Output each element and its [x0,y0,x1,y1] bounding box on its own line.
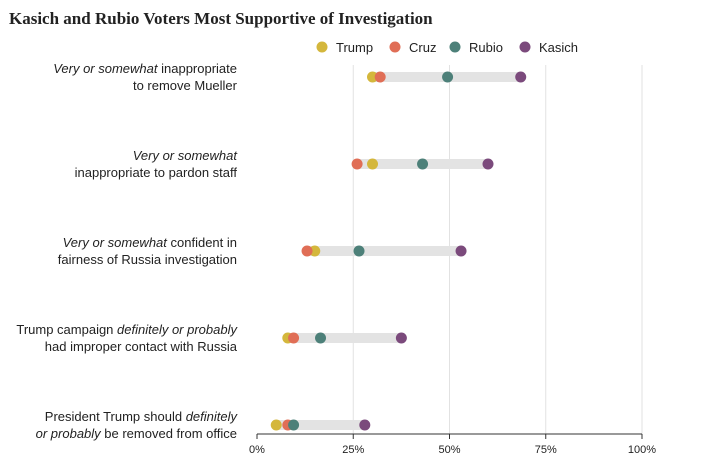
range-bar [287,333,402,343]
data-point-trump [270,419,282,431]
data-point-trump [367,158,378,170]
data-point-rubio [442,71,454,83]
x-tick-label: 0% [249,444,265,456]
category-label: Trump campaign definitely or probably had… [16,322,238,354]
data-points [270,71,527,431]
legend: Trump Cruz Rubio Kasich [316,40,578,55]
x-tick-label: 100% [628,444,656,456]
data-point-trump [309,245,321,257]
category-label: Very or somewhat inappropriate to remove … [53,61,237,93]
data-point-cruz [301,245,313,257]
data-point-kasich [455,245,467,257]
legend-marker-rubio [449,41,461,53]
data-point-cruz [288,332,300,344]
chart-title: Kasich and Rubio Voters Most Supportive … [9,9,433,28]
category-label: Very or somewhat inappropriate to pardon … [75,148,239,180]
category-label: President Trump should definitely or prob… [36,409,239,441]
x-tick-label: 75% [535,444,557,456]
x-tick-label: 50% [438,444,460,456]
data-point-kasich [482,158,494,170]
data-point-kasich [359,419,371,431]
data-point-rubio [288,419,300,431]
legend-marker-kasich [519,41,531,53]
data-point-kasich [395,332,407,344]
x-tick-label: 25% [342,444,364,456]
data-point-trump [367,71,378,83]
x-axis: 0% 25% 50% 75% 100% [249,433,656,456]
legend-marker-cruz [389,41,401,53]
data-point-cruz [374,71,386,83]
legend-marker-trump [316,41,328,53]
data-point-cruz [351,158,363,170]
data-point-rubio [417,158,429,170]
data-point-kasich [515,71,527,83]
data-point-rubio [315,332,327,344]
legend-label-rubio: Rubio [469,40,503,55]
category-labels: Very or somewhat inappropriate to remove … [16,61,238,441]
data-point-rubio [353,245,365,257]
category-label: Very or somewhat confident in fairness of… [58,235,237,267]
legend-label-trump: Trump [336,40,373,55]
legend-label-cruz: Cruz [409,40,436,55]
legend-label-kasich: Kasich [539,40,578,55]
range-bar [307,246,462,256]
range-bar [276,420,365,430]
